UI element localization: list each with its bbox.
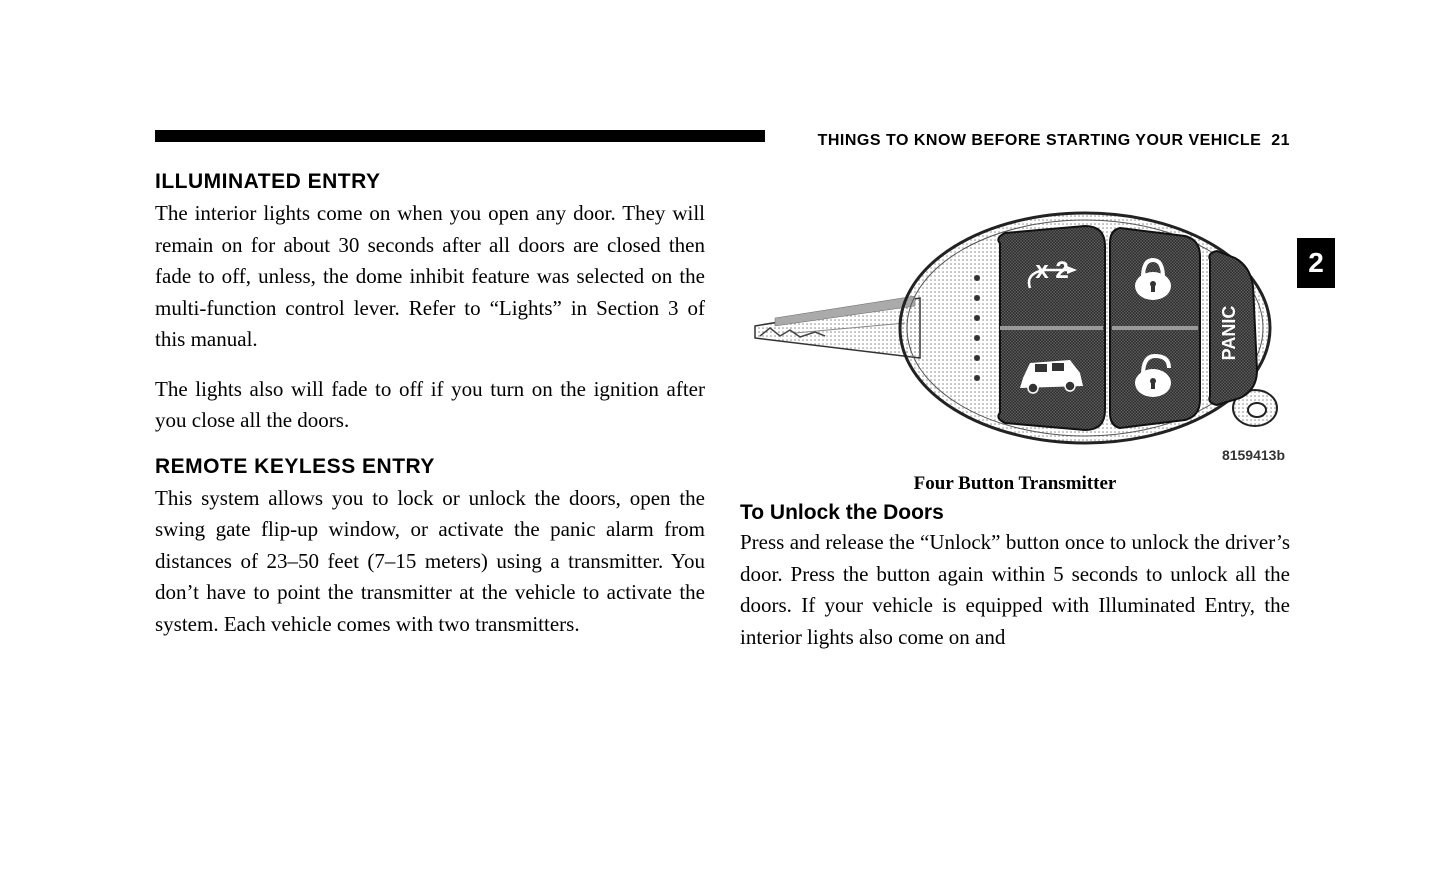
button-panel-right: [1110, 228, 1200, 428]
key-fob-svg: x 2: [745, 178, 1285, 458]
remote-keyless-para1: This system allows you to lock or unlock…: [155, 483, 705, 641]
tab-number: 2: [1308, 247, 1324, 279]
header-title-text: THINGS TO KNOW BEFORE STARTING YOUR VEHI…: [818, 132, 1262, 149]
figure-container: x 2: [740, 178, 1290, 495]
key-fob-illustration: x 2: [745, 178, 1285, 458]
button-panel-left: x 2: [998, 226, 1105, 430]
illuminated-entry-para2: The lights also will fade to off if you …: [155, 374, 705, 437]
page-number: 21: [1271, 132, 1290, 149]
left-column: ILLUMINATED ENTRY The interior lights co…: [155, 170, 705, 653]
panic-label: PANIC: [1219, 306, 1239, 361]
illuminated-entry-para1: The interior lights come on when you ope…: [155, 198, 705, 356]
unlock-doors-para1: Press and release the “Unlock” button on…: [740, 527, 1290, 653]
remote-keyless-heading: REMOTE KEYLESS ENTRY: [155, 455, 705, 479]
section-tab: 2: [1297, 238, 1335, 288]
header-black-bar: [155, 130, 765, 142]
illuminated-entry-heading: ILLUMINATED ENTRY: [155, 170, 705, 194]
key-blade: [755, 296, 920, 358]
figure-caption: Four Button Transmitter: [740, 473, 1290, 495]
header-section-title: THINGS TO KNOW BEFORE STARTING YOUR VEHI…: [818, 132, 1290, 150]
panic-button: PANIC: [1209, 251, 1257, 405]
unlock-doors-heading: To Unlock the Doors: [740, 501, 1290, 525]
right-column: x 2: [740, 170, 1290, 653]
main-content: ILLUMINATED ENTRY The interior lights co…: [155, 170, 1290, 653]
figure-id: 8159413b: [1222, 447, 1285, 463]
